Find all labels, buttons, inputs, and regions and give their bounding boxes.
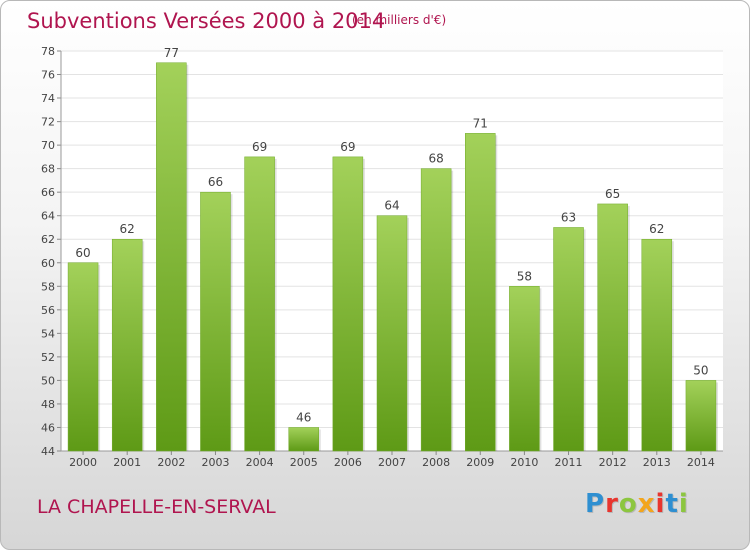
data-label-2004: 69	[252, 140, 267, 154]
x-tick-label-2012: 2012	[599, 456, 627, 469]
y-tick-label: 56	[41, 304, 55, 317]
y-tick-labels: 44 46 48 50 52 54 56 58 60 62 64 66 68 70 72 74 76 78	[41, 45, 55, 458]
x-tick-label-2008: 2008	[422, 456, 450, 469]
chart-unit-label: (en milliers d'€)	[352, 13, 447, 27]
bar-2007	[376, 215, 408, 452]
bar-2005	[288, 427, 319, 452]
bar-2009	[465, 133, 496, 452]
data-label-2011: 63	[561, 210, 576, 224]
y-tick-label: 54	[41, 327, 55, 340]
proxiti-logo: Proxiti	[585, 489, 689, 519]
bars	[67, 62, 718, 452]
logo-letter: o	[618, 489, 638, 519]
x-tick-label-2002: 2002	[157, 456, 185, 469]
data-label-2000: 60	[75, 246, 90, 260]
bar-2002	[156, 62, 187, 452]
commune-name: LA CHAPELLE-EN-SERVAL	[37, 496, 276, 518]
y-tick-label: 74	[41, 92, 55, 105]
logo-letter: x	[637, 489, 656, 519]
data-label-2009: 71	[473, 116, 488, 130]
x-tick-label-2007: 2007	[378, 456, 406, 469]
logo-letter: i	[678, 489, 689, 519]
bar-2014	[685, 380, 717, 452]
y-tick-label: 48	[41, 398, 55, 411]
data-label-2013: 62	[649, 222, 664, 236]
y-tick-label: 64	[41, 210, 55, 223]
x-tick-label-2005: 2005	[290, 456, 318, 469]
bar-2013	[641, 238, 673, 452]
x-tick-label-2011: 2011	[555, 456, 583, 469]
logo-letter: P	[585, 489, 606, 519]
data-label-2007: 64	[384, 199, 399, 213]
data-label-2012: 65	[605, 187, 620, 201]
data-labels: 60 62 77 66 69 46 69 64 68 71 58 63 65 62 50	[75, 46, 708, 425]
x-tick-label-2001: 2001	[113, 456, 141, 469]
y-tick-label: 44	[41, 445, 55, 458]
x-tick-label-2006: 2006	[334, 456, 362, 469]
x-tick-label-2014: 2014	[687, 456, 715, 469]
bar-2012	[597, 203, 628, 452]
data-label-2005: 46	[296, 410, 311, 424]
bar-2004	[244, 156, 275, 452]
y-tick-label: 72	[41, 116, 55, 129]
x-tick-label-2004: 2004	[246, 456, 274, 469]
bar-2003	[200, 191, 231, 452]
data-label-2006: 69	[340, 140, 355, 154]
x-tick-label-2010: 2010	[510, 456, 538, 469]
x-tick-label-2000: 2000	[69, 456, 97, 469]
y-tick-label: 46	[41, 421, 55, 434]
data-label-2002: 77	[164, 46, 179, 60]
bar-2006	[332, 156, 364, 452]
chart-title: Subventions Versées 2000 à 2014	[27, 9, 386, 33]
data-label-2010: 58	[517, 269, 532, 283]
y-tick-label: 66	[41, 186, 55, 199]
data-label-2001: 62	[120, 222, 135, 236]
bar-2010	[509, 286, 540, 452]
bar-2011	[553, 227, 584, 452]
x-tick-label-2009: 2009	[466, 456, 494, 469]
x-tick-label-2003: 2003	[201, 456, 229, 469]
y-tick-label: 58	[41, 280, 55, 293]
bar-2000	[67, 262, 99, 452]
data-label-2003: 66	[208, 175, 223, 189]
x-tick-label-2013: 2013	[643, 456, 671, 469]
logo-letter: t	[665, 489, 679, 519]
y-tick-label: 62	[41, 233, 55, 246]
logo-letter: r	[605, 489, 619, 519]
bar-2001	[111, 238, 143, 452]
data-label-2008: 68	[428, 152, 443, 166]
y-tick-label: 50	[41, 374, 55, 387]
bar-2008	[420, 168, 452, 452]
x-tick-labels: 2000 2001 2002 2003 2004 2005 2006 2007 2008 2009…	[69, 456, 715, 469]
logo-letter: i	[655, 489, 666, 519]
y-tick-label: 60	[41, 257, 55, 270]
y-tick-label: 68	[41, 163, 55, 176]
data-label-2014: 50	[693, 363, 708, 377]
y-tick-label: 76	[41, 69, 55, 82]
y-tick-label: 78	[41, 45, 55, 58]
y-tick-label: 70	[41, 139, 55, 152]
y-tick-label: 52	[41, 351, 55, 364]
